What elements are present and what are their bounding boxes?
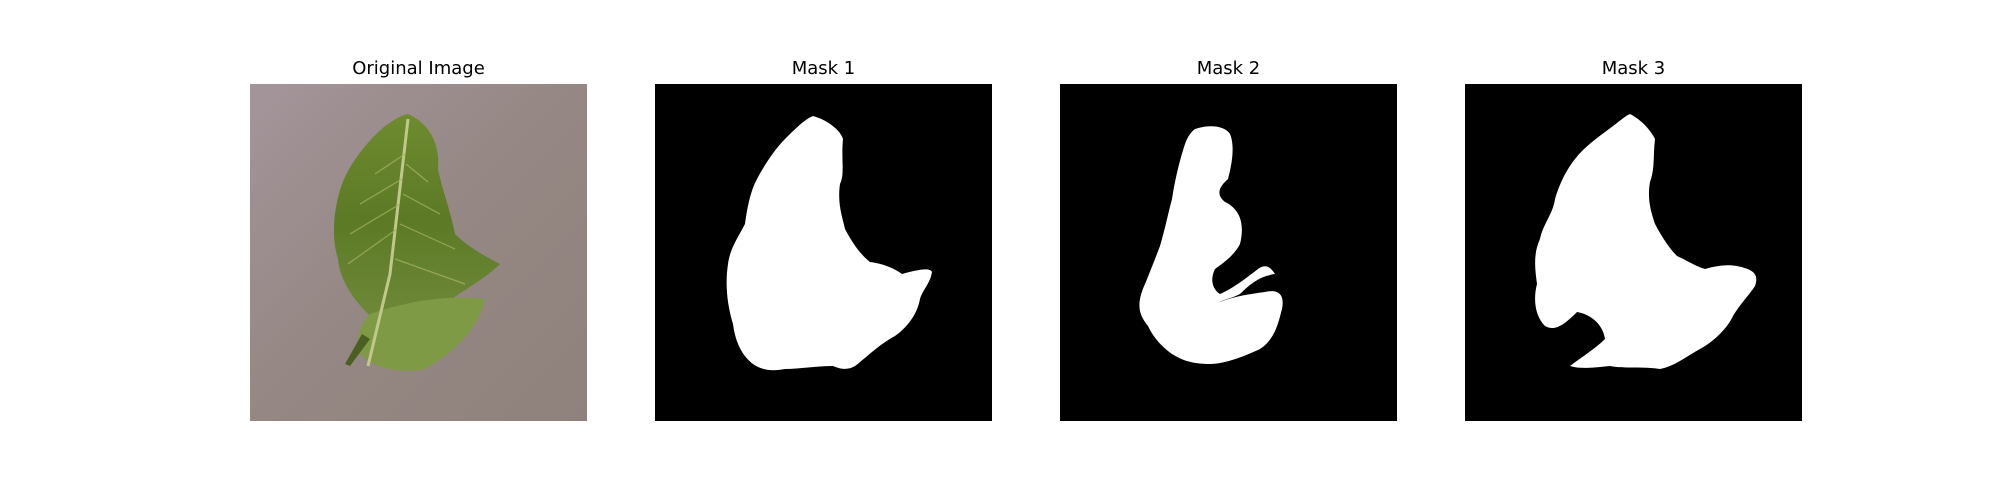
mask-1-region (726, 116, 932, 371)
mask-3-region (1535, 114, 1757, 369)
mask-2-region (1139, 126, 1283, 364)
panel-mask-3: Mask 3 (1465, 0, 1802, 500)
panel-original-image: Original Image (250, 0, 587, 500)
original-leaf-photo (250, 84, 587, 421)
mask-1-image (655, 84, 992, 421)
panel-title: Mask 1 (791, 58, 856, 79)
leaf-lower (358, 297, 485, 371)
panel-title: Mask 3 (1601, 58, 1666, 79)
leaf-stem (366, 118, 410, 367)
panel-title: Original Image (352, 58, 485, 79)
leaf-upper (333, 114, 500, 324)
panel-title: Mask 2 (1196, 58, 1261, 79)
panel-mask-2: Mask 2 (1060, 0, 1397, 500)
panel-mask-1: Mask 1 (655, 0, 992, 500)
mask-2-image (1060, 84, 1397, 421)
mask-3-image (1465, 84, 1802, 421)
